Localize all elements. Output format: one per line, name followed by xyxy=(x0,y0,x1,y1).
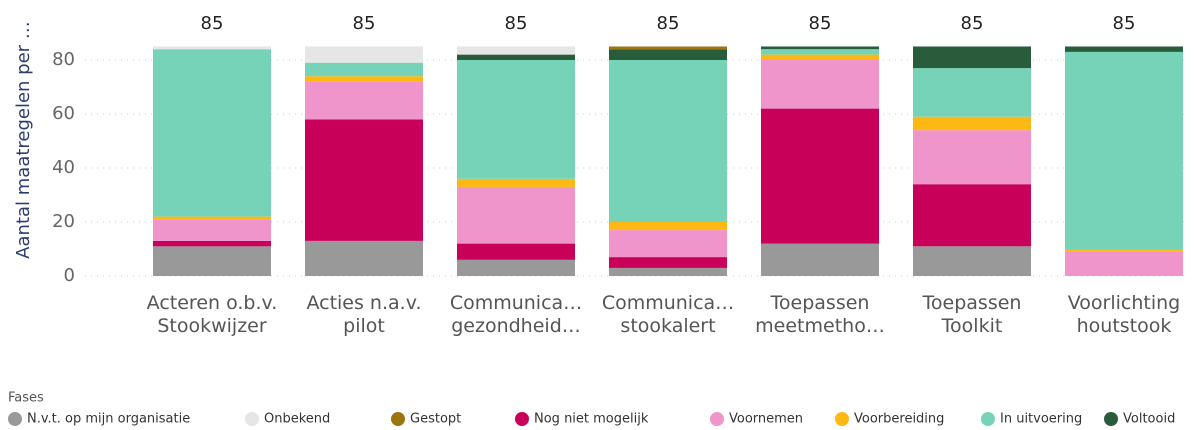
bar-segment xyxy=(457,259,575,276)
bar-segment xyxy=(913,246,1031,276)
legend-title: Fases xyxy=(8,391,44,406)
bar-segment xyxy=(609,230,727,258)
bar-segment xyxy=(913,116,1031,131)
x-tick-label: Acteren o.b.v. Stookwijzer xyxy=(146,292,278,337)
bar-segment xyxy=(305,46,423,63)
bar-segment xyxy=(153,240,271,247)
bar-segment xyxy=(457,243,575,260)
legend-swatch xyxy=(710,412,724,426)
bar-segment xyxy=(913,46,1031,69)
legend-label: In uitvoering xyxy=(1000,412,1082,427)
legend-label: Nog niet mogelijk xyxy=(534,412,649,427)
bar-segment xyxy=(457,178,575,187)
x-tick-label: Toepassen Toolkit xyxy=(922,292,1022,337)
bar-segment xyxy=(1065,46,1183,52)
bar-segment xyxy=(1065,249,1183,252)
bar-segment xyxy=(913,130,1031,185)
y-tick-label: 40 xyxy=(52,157,75,178)
bar-segment xyxy=(305,119,423,241)
bar-segment xyxy=(153,46,271,50)
legend-swatch xyxy=(391,412,405,426)
x-tick-label: Communica… stookalert xyxy=(601,292,735,337)
x-tick-label: Toepassen meetmetho… xyxy=(755,292,885,337)
x-tick-label: Acties n.a.v. pilot xyxy=(306,292,422,337)
total-label: 85 xyxy=(961,13,984,34)
legend-label: Onbekend xyxy=(264,412,330,427)
y-tick-label: 20 xyxy=(52,211,75,232)
bar-segment xyxy=(1065,251,1183,276)
total-label: 85 xyxy=(809,13,832,34)
bar-segment xyxy=(609,49,727,60)
total-label: 85 xyxy=(201,13,224,34)
bar-segment xyxy=(153,216,271,220)
bar-segment xyxy=(457,46,575,55)
y-tick-label: 60 xyxy=(52,103,75,124)
bar-segment xyxy=(457,54,575,60)
legend-label: N.v.t. op mijn organisatie xyxy=(27,412,190,427)
bar-segment xyxy=(913,68,1031,117)
bar-segment xyxy=(305,76,423,82)
y-tick-label: 80 xyxy=(52,49,75,70)
bar-segment xyxy=(305,62,423,77)
bar-segment xyxy=(913,184,1031,247)
x-tick-label: Voorlichting houtstook xyxy=(1067,292,1181,337)
total-label: 85 xyxy=(505,13,528,34)
legend-swatch xyxy=(245,412,259,426)
bar-segment xyxy=(609,222,727,231)
total-label: 85 xyxy=(1113,13,1136,34)
bar-segment xyxy=(609,257,727,268)
bar-segment xyxy=(761,46,879,50)
legend-swatch xyxy=(1104,412,1118,426)
bar-segment xyxy=(761,54,879,60)
legend-swatch xyxy=(981,412,995,426)
bar-segment xyxy=(305,81,423,120)
legend-swatch xyxy=(835,412,849,426)
bar-segment xyxy=(761,60,879,109)
bar-segment xyxy=(153,219,271,241)
bar-segment xyxy=(1065,51,1183,250)
bar-segment xyxy=(457,60,575,179)
bar-segment xyxy=(609,46,727,50)
legend-label: Gestopt xyxy=(410,412,461,427)
bar-segment xyxy=(305,240,423,276)
x-tick-label: Communica… gezondheid… xyxy=(449,292,583,337)
legend-label: Voorbereiding xyxy=(854,412,944,427)
total-label: 85 xyxy=(353,13,376,34)
bar-segment xyxy=(609,267,727,276)
y-axis-label: Aantal maatregelen per … xyxy=(13,21,34,259)
legend-label: Voltooid xyxy=(1123,412,1175,427)
legend-label: Voornemen xyxy=(729,412,803,427)
bar-segment xyxy=(457,186,575,244)
bar-segment xyxy=(761,49,879,55)
total-label: 85 xyxy=(657,13,680,34)
y-tick-label: 0 xyxy=(64,265,75,286)
bar-segment xyxy=(609,60,727,222)
bar-segment xyxy=(761,243,879,276)
bar-segment xyxy=(761,108,879,244)
legend-swatch xyxy=(515,412,529,426)
legend-swatch xyxy=(8,412,22,426)
bar-segment xyxy=(153,49,271,217)
bar-segment xyxy=(153,246,271,276)
